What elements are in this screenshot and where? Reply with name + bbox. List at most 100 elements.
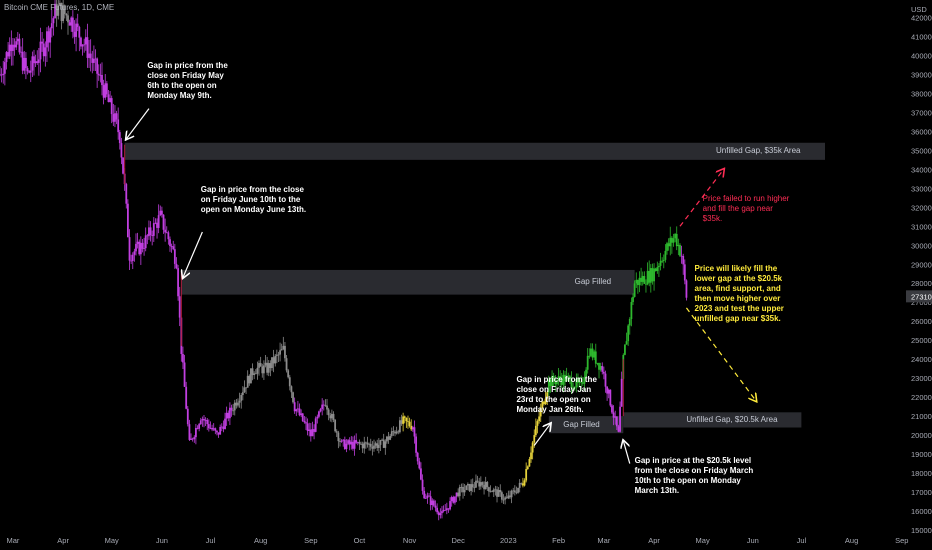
candle-body [301, 413, 304, 422]
candle-body [432, 500, 435, 506]
candle-body [8, 44, 11, 57]
candle-body [173, 249, 176, 264]
candle-body [337, 432, 340, 442]
annotation-arrow [679, 169, 724, 227]
candle-body [549, 379, 552, 387]
candle-body [0, 74, 3, 76]
candle-body [387, 436, 390, 440]
candle-body [159, 210, 162, 216]
candle-body [596, 362, 599, 364]
candle-body [415, 436, 417, 453]
candle-body [520, 482, 523, 484]
candle-body [335, 431, 338, 433]
candle-body [63, 5, 66, 15]
y-tick-label: 41000 [911, 32, 932, 41]
candle-body [624, 344, 626, 355]
candle-body [33, 56, 35, 64]
candle-body [118, 132, 121, 144]
candle-body [450, 497, 453, 502]
candle-body [429, 496, 432, 506]
candle-body [405, 417, 408, 422]
candle-body [421, 479, 424, 491]
candle-body [528, 459, 531, 467]
candle-body [280, 349, 283, 351]
candle-body [428, 495, 430, 497]
candle-body [685, 280, 688, 298]
candle-body [284, 345, 286, 359]
candle-body [488, 487, 490, 492]
candle-body [586, 355, 589, 370]
candle-body [152, 223, 155, 236]
y-tick-label: 16000 [911, 507, 932, 516]
candle-body [135, 243, 137, 252]
candle-body [460, 486, 463, 488]
candle-body [598, 362, 600, 370]
candle-body [76, 23, 79, 27]
candle-body [144, 235, 147, 249]
candle-body [107, 94, 110, 103]
gap-zone [548, 416, 624, 434]
candle-body [384, 441, 387, 448]
candle-body [499, 489, 502, 493]
y-tick-label: 18000 [911, 469, 932, 478]
y-tick-label: 30000 [911, 241, 932, 250]
candle-body [52, 18, 55, 24]
candle-body [165, 232, 168, 234]
candle-body [23, 57, 26, 71]
annotation-march-gap: Gap in price at the $20.5k level from th… [635, 456, 754, 496]
candle-body [228, 407, 231, 419]
y-tick-label: 37000 [911, 108, 932, 117]
x-tick-label: Mar [6, 536, 19, 545]
candle-body [314, 418, 317, 432]
x-tick-label: May [696, 536, 710, 545]
annotation-line: on Friday June 10th to the [200, 194, 301, 204]
gap-zones-layer [124, 142, 826, 434]
candle-body [114, 113, 116, 122]
candle-body [149, 227, 152, 236]
candle-body [398, 420, 401, 433]
candle-body [614, 416, 617, 418]
candle-body [122, 157, 124, 174]
candle-body [277, 354, 280, 356]
candle-body [287, 370, 290, 378]
y-tick-label: 31000 [911, 222, 932, 231]
candle-body [599, 366, 602, 370]
y-tick-label: 40000 [911, 51, 932, 60]
candle-body [288, 377, 291, 387]
candle-body [330, 413, 333, 419]
candle-body [204, 419, 207, 421]
candle-body [279, 350, 281, 355]
x-tick-label: Sep [895, 536, 908, 545]
candle-body [683, 264, 686, 281]
candle-body [664, 250, 667, 260]
candle-body [117, 119, 120, 133]
candle-body [366, 442, 369, 445]
gap-zone [124, 142, 826, 160]
candle-body [39, 41, 42, 60]
zone-label-unfilled-20-5k: Unfilled Gap, $20.5k Area [686, 414, 778, 424]
candle-body [47, 31, 50, 43]
candle-body [172, 246, 175, 250]
candle-body [609, 389, 612, 406]
candle-body [110, 98, 113, 115]
candle-body [492, 489, 495, 492]
candle-body [565, 375, 568, 382]
candle-body [81, 44, 84, 47]
candle-body [292, 392, 294, 403]
candle-body [363, 442, 366, 449]
x-tick-label: Feb [552, 536, 565, 545]
candle-body [65, 14, 68, 16]
candle-body [410, 425, 413, 430]
candle-body [243, 387, 246, 393]
candle-body [517, 487, 519, 493]
candle-body [395, 431, 398, 434]
candle-body [227, 412, 230, 419]
candle-body [358, 441, 361, 444]
candle-body [91, 58, 94, 63]
candle-body [25, 57, 27, 69]
annotation-line: Price will likely fill the [694, 264, 778, 274]
annotation-line: unfilled gap near $35k. [694, 314, 781, 324]
y-tick-label: 20000 [911, 431, 932, 440]
annotation-forecast: Price will likely fill the lower gap at … [695, 264, 784, 324]
